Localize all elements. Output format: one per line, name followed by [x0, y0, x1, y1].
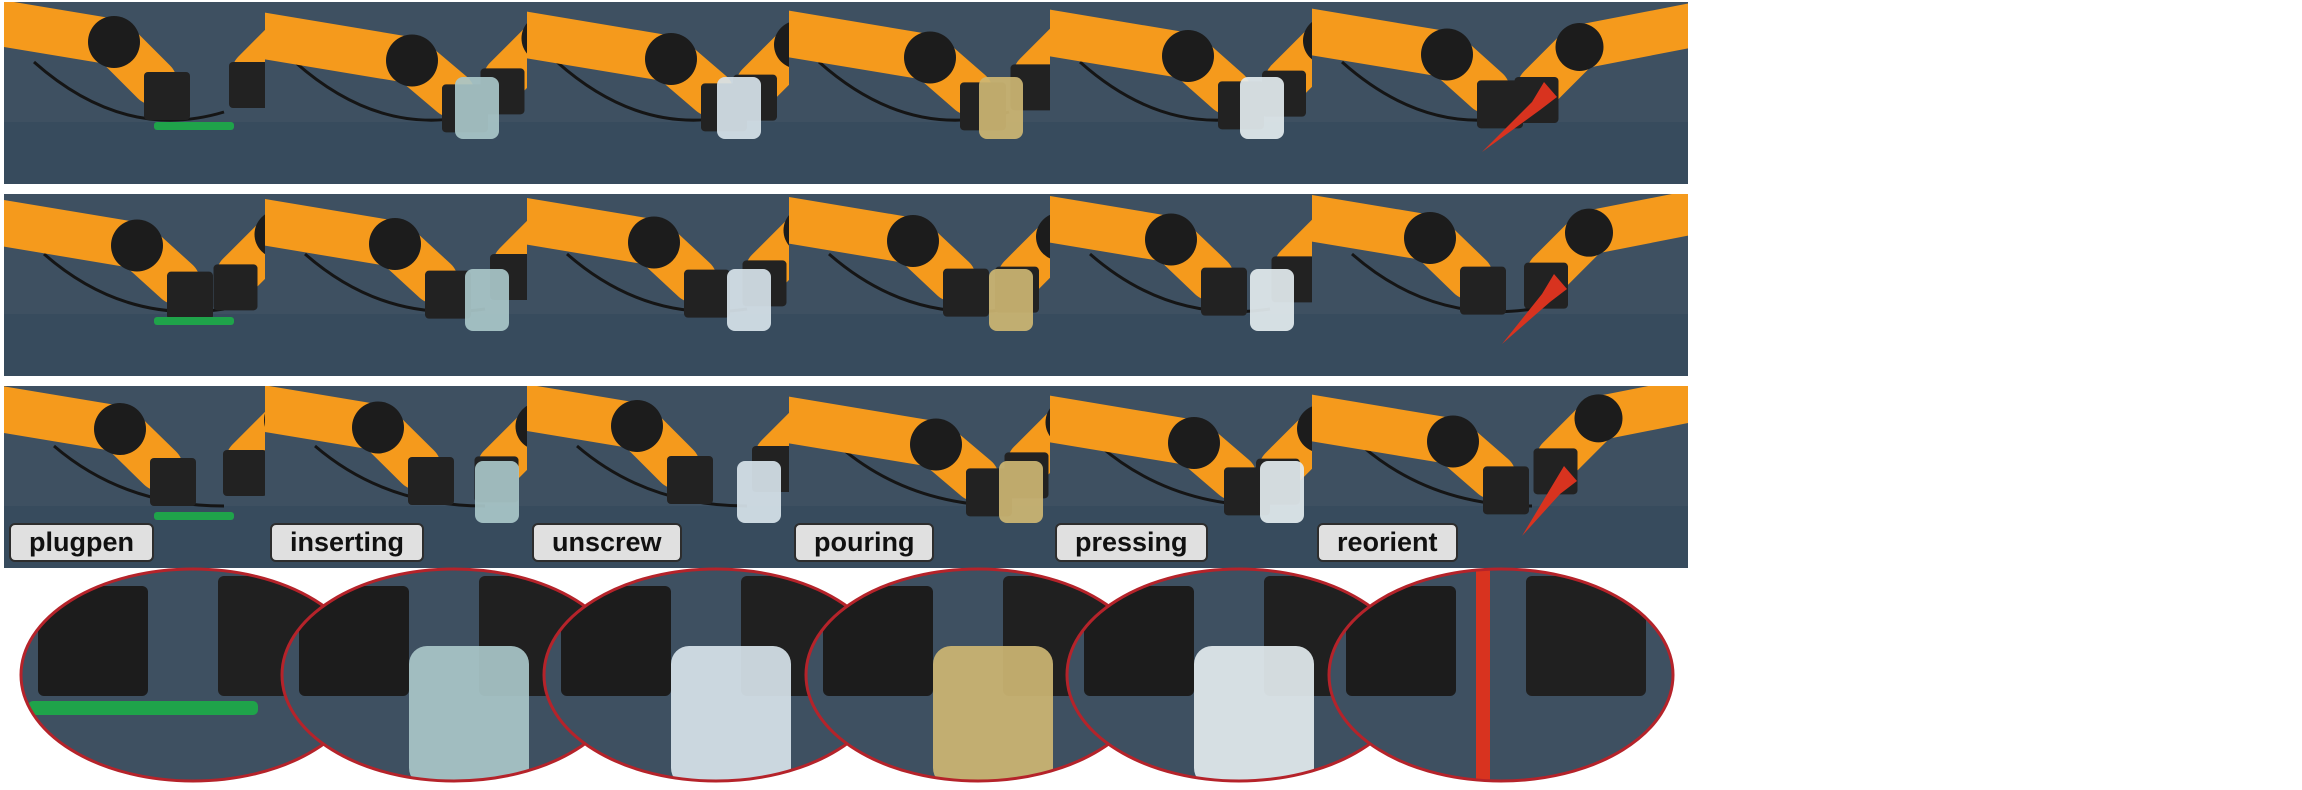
zoom-photo	[542, 567, 890, 783]
robot-photo	[1312, 386, 1688, 568]
zoom-detail-pouring	[803, 566, 1153, 784]
task-column-reorient: reorient	[1312, 0, 1688, 790]
task-label: unscrew	[532, 523, 682, 562]
task-label: pouring	[794, 523, 935, 562]
zoom-detail-inserting	[279, 566, 629, 784]
zoom-photo	[1327, 567, 1675, 783]
task-label: reorient	[1317, 523, 1458, 562]
zoom-photo	[804, 567, 1152, 783]
zoom-photo	[1065, 567, 1413, 783]
robot-photo	[1312, 194, 1688, 376]
zoom-detail-unscrew	[541, 566, 891, 784]
task-label: inserting	[270, 523, 425, 562]
zoom-detail-reorient	[1326, 566, 1676, 784]
task-label: plugpen	[9, 523, 154, 562]
frame-reorient-step-2	[1312, 194, 1688, 376]
zoom-detail-pressing	[1064, 566, 1414, 784]
zoom-photo	[280, 567, 628, 783]
task-label: pressing	[1055, 523, 1208, 562]
frame-reorient-step-3: reorient	[1312, 386, 1688, 568]
robot-photo	[1312, 2, 1688, 184]
frame-reorient-step-1	[1312, 2, 1688, 184]
